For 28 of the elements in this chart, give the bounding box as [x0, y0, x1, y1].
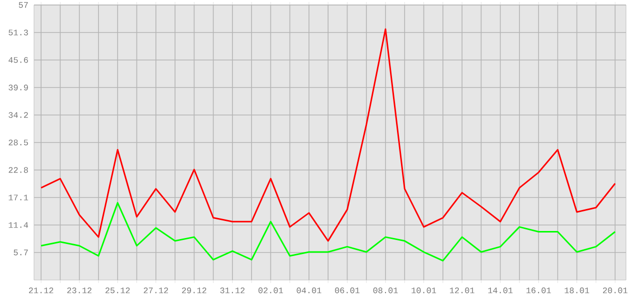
y-tick-label: 17.1 — [8, 194, 28, 200]
x-tick-label: 18.01 — [564, 288, 590, 294]
y-tick-label: 51.3 — [8, 30, 28, 36]
line-series — [40, 202, 616, 262]
x-tick-label: 23.12 — [67, 288, 92, 294]
x-tick-label: 29.12 — [182, 288, 206, 294]
y-tick-label: 45.6 — [8, 57, 28, 63]
x-tick-label: 08.01 — [373, 288, 398, 294]
x-tick-label: 27.12 — [144, 288, 168, 294]
x-tick-label: 20.01 — [603, 288, 628, 294]
x-tick-label: 16.01 — [526, 288, 551, 294]
x-tick-label: 02.01 — [258, 288, 283, 294]
x-tick-label: 12.01 — [450, 288, 474, 294]
x-tick-label: 04.01 — [296, 288, 322, 294]
x-tick-label: 31.12 — [220, 288, 245, 294]
y-tick-label: 22.8 — [8, 167, 28, 173]
y-tick-label: 39.9 — [8, 84, 28, 90]
y-tick-label: 11.4 — [8, 222, 28, 228]
x-tick-label: 21.12 — [28, 288, 54, 294]
x-tick-label: 10.01 — [412, 288, 436, 294]
line-series — [40, 28, 616, 242]
y-tick-label: 5.7 — [14, 250, 28, 256]
x-tick-label: 25.12 — [106, 288, 130, 294]
y-tick-label: 57 — [18, 2, 28, 8]
x-tick-label: 06.01 — [335, 288, 360, 294]
x-tick-label: 14.01 — [488, 288, 513, 294]
y-tick-label: 28.5 — [8, 140, 28, 146]
y-tick-label: 34.2 — [8, 112, 28, 118]
